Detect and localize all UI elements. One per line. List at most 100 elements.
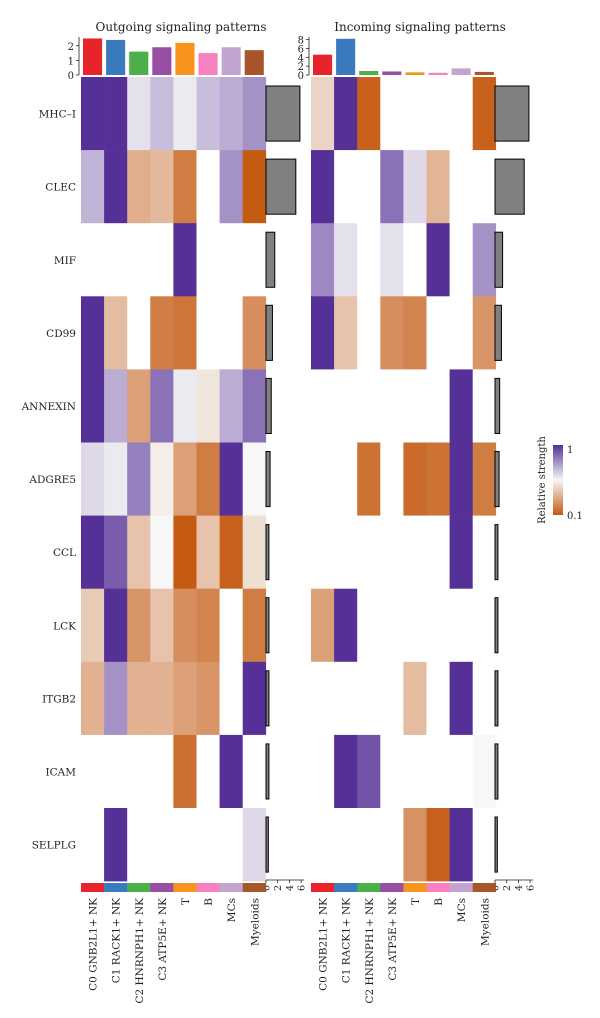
heatmap-cell	[104, 515, 128, 589]
side-bar-tick-label: 0	[262, 885, 273, 891]
heatmap-cell	[403, 442, 427, 516]
heatmap-cell	[403, 734, 427, 809]
pathway-label-lck: LCK	[53, 620, 76, 632]
heatmap-cell	[219, 588, 243, 663]
heatmap-cell	[81, 734, 105, 809]
heatmap-cell	[380, 734, 404, 809]
heatmap-cell	[104, 808, 128, 882]
heatmap-cell	[334, 734, 358, 809]
heatmap-cell	[242, 515, 267, 589]
heatmap-cell	[196, 296, 220, 370]
heatmap-cell	[196, 223, 220, 297]
heatmap-cell	[127, 442, 151, 516]
heatmap-cell	[472, 661, 497, 736]
heatmap-cell	[311, 369, 335, 443]
heatmap-cell	[357, 588, 381, 663]
heatmap-cell	[81, 223, 105, 297]
side-bar-tick-label: 2	[273, 885, 284, 891]
heatmap-cell	[104, 223, 128, 297]
cell-type-color-c1-rack1-nk	[104, 883, 128, 892]
heatmap-cell	[380, 588, 404, 663]
heatmap-cell	[81, 442, 105, 516]
top-bar-myeloids	[474, 71, 494, 75]
heatmap-cell	[403, 77, 427, 151]
heatmap-cell	[104, 588, 128, 663]
top-bar-c3-atp5e-nk	[382, 71, 402, 75]
heatmap-cell	[380, 661, 404, 736]
side-bar-tick-label: 6	[297, 885, 308, 891]
top-bar-c3-atp5e-nk	[152, 47, 172, 75]
heatmap-cell	[173, 77, 197, 151]
side-bar-lck	[265, 597, 270, 654]
top-bar-b	[428, 72, 448, 75]
heatmap-cell	[449, 296, 473, 370]
cell-type-color-c0-gnb2l1-nk	[311, 883, 335, 892]
cell-type-label-c2-hnrnph1-nk: C2 HNRNPH1+ NK	[364, 898, 376, 1004]
heatmap-cell	[173, 223, 197, 297]
heatmap-cell	[127, 808, 151, 882]
heatmap-cell	[173, 369, 197, 443]
heatmap-cell	[219, 223, 243, 297]
cell-type-label-t: T	[410, 898, 422, 905]
heatmap-cell	[334, 588, 358, 663]
top-bar-tick-label: 4	[298, 53, 304, 64]
heatmap-cell	[403, 150, 427, 224]
side-bar-tick-label: 4	[514, 885, 525, 891]
heatmap-cell	[242, 369, 267, 443]
heatmap-cell	[449, 661, 473, 736]
heatmap-cell	[426, 515, 450, 589]
heatmap-cell	[449, 808, 473, 882]
cell-type-color-mcs	[449, 883, 473, 892]
cell-type-label-mcs: MCs	[226, 898, 238, 922]
top-bar-mcs	[451, 68, 471, 75]
cell-type-label-myeloids: Myeloids	[249, 898, 261, 946]
top-bar-tick-label: 2	[68, 42, 74, 53]
side-bar-adgre5	[265, 451, 271, 508]
cell-type-color-b	[196, 883, 220, 892]
heatmap-cell	[426, 808, 450, 882]
heatmap-cell	[196, 442, 220, 516]
heatmap-cell	[334, 369, 358, 443]
heatmap-cell	[449, 442, 473, 516]
heatmap-cell	[426, 661, 450, 736]
heatmap-cell	[219, 734, 243, 809]
heatmap-cell	[403, 223, 427, 297]
heatmap-cell	[472, 296, 497, 370]
heatmap-cell	[104, 150, 128, 224]
heatmap-cell	[81, 661, 105, 736]
cell-type-label-b: B	[433, 898, 445, 906]
heatmap-cell	[472, 77, 497, 151]
pathway-label-mhc-i: MHC–I	[39, 109, 76, 121]
cell-type-label-b: B	[203, 898, 215, 906]
cell-type-label-c1-rack1-nk: C1 RACK1+ NK	[111, 898, 123, 983]
side-bar-tick-label: 4	[285, 885, 296, 891]
pathway-label-selplg: SELPLG	[32, 840, 76, 852]
side-bar-annexin	[494, 377, 501, 434]
cell-type-color-b	[426, 883, 450, 892]
top-bar-t	[405, 72, 425, 75]
heatmap-cell	[219, 808, 243, 882]
cell-type-color-myeloids	[472, 883, 497, 892]
heatmap-cell	[127, 77, 151, 151]
heatmap-cell	[81, 515, 105, 589]
heatmap-cell	[403, 661, 427, 736]
cell-type-color-mcs	[219, 883, 243, 892]
cell-type-color-c3-atp5e-nk	[150, 883, 174, 892]
heatmap-cell	[173, 150, 197, 224]
cell-type-label-c3-atp5e-nk: C3 ATP5E+ NK	[387, 898, 399, 981]
heatmap-cell	[426, 369, 450, 443]
heatmap-cell	[219, 442, 243, 516]
side-bar-mif	[265, 231, 276, 288]
cell-type-color-c3-atp5e-nk	[380, 883, 404, 892]
pathway-label-annexin: ANNEXIN	[21, 401, 76, 413]
heatmap-cell	[426, 223, 450, 297]
cell-type-label-c0-gnb2l1-nk: C0 GNB2L1+ NK	[318, 898, 330, 991]
heatmap-cell	[311, 296, 335, 370]
heatmap-cell	[104, 661, 128, 736]
cell-type-color-c2-hnrnph1-nk	[357, 883, 381, 892]
side-bar-cd99	[265, 304, 273, 361]
heatmap-cell	[311, 442, 335, 516]
heatmap-cell	[173, 661, 197, 736]
heatmap-cell	[472, 515, 497, 589]
